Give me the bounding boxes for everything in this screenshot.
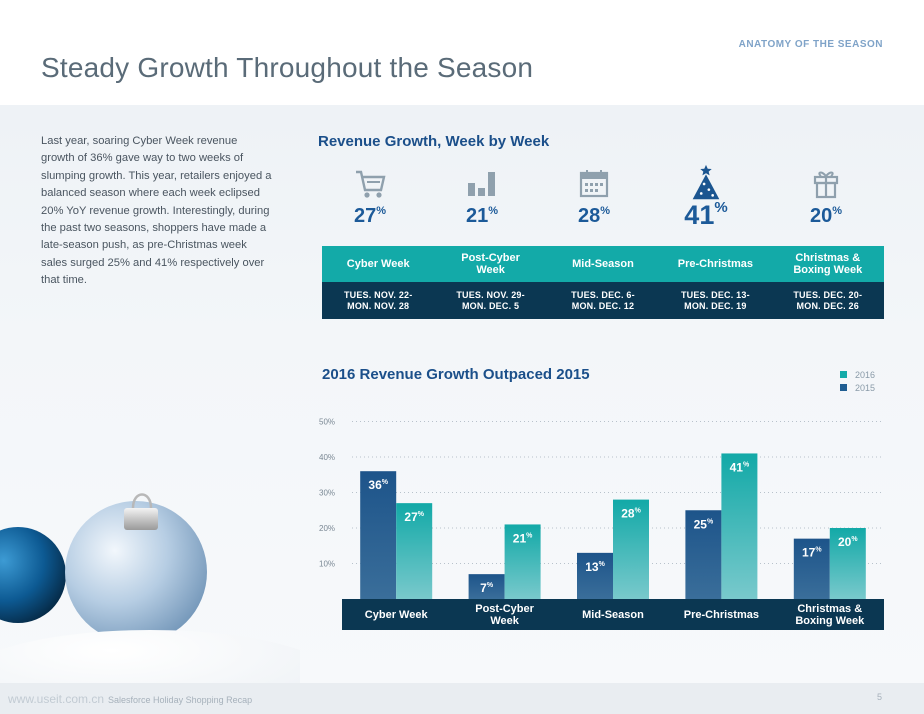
week-name: Post-Cyber Week bbox=[461, 252, 520, 276]
bar-2016-4 bbox=[829, 528, 866, 599]
kpi-unit: % bbox=[376, 205, 387, 217]
week-name: Pre-Christmas bbox=[677, 258, 753, 270]
y-tick-label: 30% bbox=[319, 489, 335, 498]
kpi-unit: % bbox=[832, 205, 843, 217]
kpi-unit: % bbox=[600, 205, 611, 217]
week-dates-row: TUES. NOV. 22- MON. NOV. 28 TUES. NOV. 29… bbox=[322, 282, 884, 319]
week-dates: TUES. DEC. 20- MON. DEC. 26 bbox=[793, 289, 863, 311]
revenue-bar-chart: 50%40%30%20%10%36%27%7%21%13%28%25%41%17… bbox=[319, 418, 884, 599]
x-tick-label: Mid-Season bbox=[582, 608, 644, 621]
bar-2015-3 bbox=[685, 510, 722, 599]
kpi-value: 20 bbox=[809, 205, 833, 227]
kpi-value: 21 bbox=[465, 205, 489, 227]
week-name: Mid-Season bbox=[572, 258, 634, 270]
chart-legend: 2016 2015 bbox=[840, 368, 875, 394]
kpi-mid-season: 28% bbox=[538, 163, 650, 228]
y-tick-label: 20% bbox=[319, 524, 335, 533]
bar-chart-icon bbox=[468, 172, 495, 196]
bar-2016-0 bbox=[396, 503, 433, 599]
x-tick-label: Cyber Week bbox=[364, 608, 428, 621]
week-dates: TUES. DEC. 13- MON. DEC. 19 bbox=[680, 289, 750, 311]
footer-left: www.useit.com.cn Salesforce Holiday Shopp… bbox=[8, 692, 256, 706]
chart-category-bar: Cyber Week Post-Cyber Week Mid-Season Pr… bbox=[342, 599, 884, 630]
y-tick-label: 40% bbox=[319, 453, 335, 462]
calendar-icon bbox=[579, 170, 609, 198]
gift-icon bbox=[813, 171, 839, 199]
legend-swatch bbox=[840, 371, 847, 378]
week-dates: TUES. DEC. 6- MON. DEC. 12 bbox=[571, 289, 635, 311]
kpi-unit: % bbox=[488, 205, 499, 217]
kpi-unit: % bbox=[714, 199, 728, 216]
x-tick-label: Post-Cyber Week bbox=[475, 602, 534, 627]
kpi-cyber-week: 27% bbox=[314, 163, 426, 228]
ornament-cap bbox=[124, 508, 158, 530]
week-dates: TUES. NOV. 29- MON. DEC. 5 bbox=[456, 289, 525, 311]
kpi-christmas-boxing-week: 20% bbox=[770, 163, 882, 228]
week-table: Cyber Week Post-Cyber Week Mid-Season Pr… bbox=[322, 246, 884, 319]
bar-2015-4 bbox=[793, 538, 830, 599]
chart-title: 2016 Revenue Growth Outpaced 2015 bbox=[322, 366, 590, 383]
kpi-value: 41 bbox=[684, 200, 715, 230]
blue-ornament bbox=[0, 527, 66, 623]
kpi-pre-christmas: 41% bbox=[650, 163, 762, 231]
shopping-cart-icon bbox=[356, 170, 386, 198]
bar-2016-2 bbox=[613, 499, 649, 599]
week-names-row: Cyber Week Post-Cyber Week Mid-Season Pr… bbox=[322, 246, 884, 282]
bar-2015-0 bbox=[360, 471, 397, 599]
weekly-title: Revenue Growth, Week by Week bbox=[318, 133, 550, 150]
page-number: 5 bbox=[876, 692, 882, 702]
bar-2015-1 bbox=[468, 574, 505, 599]
bar-2015-2 bbox=[577, 552, 613, 599]
x-tick-label: Christmas & Boxing Week bbox=[795, 602, 865, 627]
legend-swatch bbox=[840, 384, 847, 391]
bar-2016-1 bbox=[504, 524, 541, 599]
footer-band bbox=[0, 683, 924, 714]
kpi-value: 28 bbox=[577, 205, 601, 227]
christmas-tree-icon bbox=[692, 164, 720, 200]
kpi-post-cyber-week: 21% bbox=[426, 163, 538, 228]
doc-title: Salesforce Holiday Shopping Recap bbox=[108, 695, 253, 705]
legend-item-2015: 2015 bbox=[840, 381, 875, 394]
bar-2016-3 bbox=[721, 453, 758, 599]
page-title: Steady Growth Throughout the Season bbox=[41, 52, 534, 83]
intro-paragraph: Last year, soaring Cyber Week revenue gr… bbox=[41, 135, 272, 287]
watermark: www.useit.com.cn bbox=[8, 692, 105, 706]
week-name: Cyber Week bbox=[346, 258, 410, 270]
silver-ornament bbox=[65, 501, 207, 643]
week-name: Christmas & Boxing Week bbox=[793, 252, 863, 276]
header-band bbox=[0, 0, 924, 105]
y-tick-label: 50% bbox=[319, 418, 335, 427]
section-label: ANATOMY OF THE SEASON bbox=[738, 39, 883, 50]
week-dates: TUES. NOV. 22- MON. NOV. 28 bbox=[343, 289, 413, 311]
christmas-ornaments-image bbox=[0, 493, 300, 683]
x-tick-label: Pre-Christmas bbox=[683, 608, 759, 621]
y-tick-label: 10% bbox=[319, 560, 335, 569]
legend-item-2016: 2016 bbox=[840, 368, 875, 381]
kpi-value: 27 bbox=[353, 205, 377, 227]
